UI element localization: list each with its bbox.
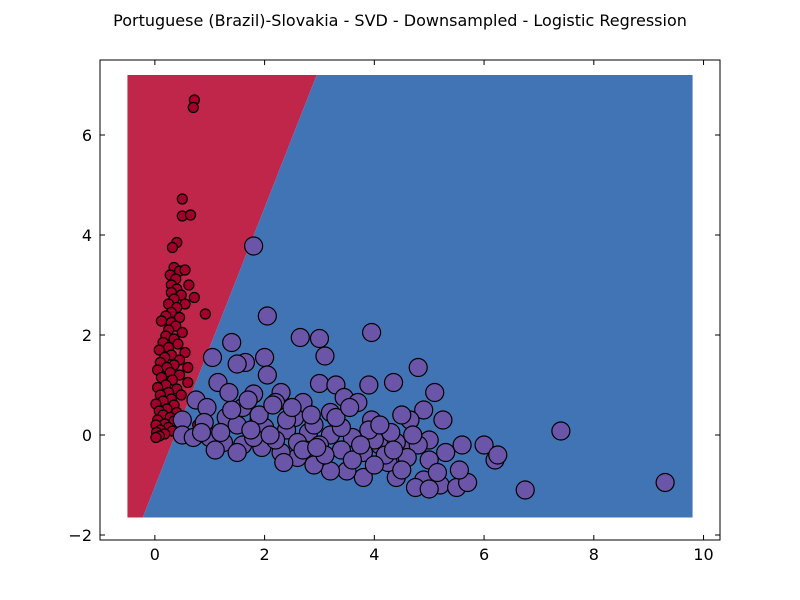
data-point-series-0 [187, 101, 199, 114]
data-point-series-1 [515, 480, 535, 500]
data-point-series-0 [153, 344, 165, 356]
data-point-series-1 [433, 410, 453, 430]
data-point-series-0 [199, 308, 211, 320]
x-tick-label: 10 [693, 545, 713, 564]
x-tick-label: 6 [479, 545, 489, 564]
data-point-series-0 [182, 361, 194, 374]
y-tick-label: −2 [68, 526, 92, 545]
data-point-series-1 [351, 435, 371, 455]
data-point-series-1 [551, 421, 571, 441]
data-point-series-0 [175, 389, 187, 401]
data-point-series-1 [392, 405, 412, 425]
data-point-series-1 [655, 472, 675, 493]
data-point-series-1 [414, 400, 434, 420]
data-point-series-1 [191, 422, 212, 443]
x-axis: 0 2 4 6 8 10 [150, 60, 714, 564]
data-point-series-1 [309, 328, 330, 349]
data-point-series-1 [383, 440, 404, 460]
data-point-series-1 [474, 435, 494, 455]
x-tick-label: 0 [150, 545, 160, 564]
y-tick-label: 6 [82, 126, 92, 145]
data-point-series-1 [222, 332, 242, 353]
data-point-series-1 [257, 306, 277, 326]
data-point-series-0 [183, 279, 195, 291]
data-point-series-1 [449, 460, 469, 480]
data-point-series-0 [179, 264, 191, 276]
data-point-series-1 [436, 442, 456, 463]
data-point-series-1 [340, 397, 360, 418]
data-point-series-0 [166, 241, 179, 254]
scatter-points [150, 94, 675, 500]
data-point-series-1 [320, 461, 341, 481]
data-point-series-1 [361, 322, 382, 343]
x-tick-label: 4 [369, 545, 379, 564]
y-tick-label: 2 [82, 326, 92, 345]
data-point-series-1 [219, 382, 239, 403]
y-axis: −2 0 2 4 6 [68, 126, 720, 545]
data-point-series-1 [249, 405, 269, 425]
data-point-series-1 [408, 357, 428, 378]
data-point-series-0 [179, 346, 191, 359]
data-point-series-1 [227, 442, 247, 463]
data-point-series-1 [392, 460, 412, 480]
data-point-series-1 [290, 327, 310, 348]
data-point-series-1 [488, 445, 508, 465]
data-point-series-1 [383, 372, 404, 393]
data-point-series-1 [326, 407, 346, 428]
data-point-series-1 [342, 450, 362, 470]
data-point-series-1 [282, 397, 302, 418]
data-point-series-1 [263, 395, 283, 415]
data-point-series-1 [364, 455, 384, 475]
chart-title: Portuguese (Brazil)-Slovakia - SVD - Dow… [113, 11, 687, 30]
data-point-series-1 [241, 420, 261, 440]
data-point-series-0 [182, 376, 194, 389]
data-point-series-1 [222, 400, 242, 420]
data-point-series-1 [403, 425, 423, 445]
data-point-series-1 [353, 467, 373, 488]
data-point-series-0 [188, 291, 200, 304]
data-point-series-1 [257, 365, 277, 385]
y-tick-label: 0 [82, 426, 92, 445]
data-point-series-1 [315, 346, 335, 366]
plot-frame [99, 59, 721, 541]
data-point-series-1 [211, 422, 231, 443]
data-point-series-1 [370, 415, 390, 435]
plot-area [99, 59, 721, 541]
data-point-series-0 [176, 193, 188, 205]
data-point-series-1 [309, 373, 330, 394]
data-point-series-1 [260, 425, 280, 445]
data-point-series-0 [155, 315, 168, 327]
data-point-series-0 [150, 431, 162, 444]
data-point-series-0 [172, 338, 184, 350]
data-point-series-1 [274, 452, 294, 473]
data-point-series-1 [238, 390, 258, 410]
data-point-series-1 [301, 405, 321, 425]
y-tick-label: 4 [82, 226, 92, 245]
data-point-series-1 [202, 347, 223, 368]
data-point-series-0 [176, 326, 188, 339]
x-tick-label: 2 [260, 545, 270, 564]
data-point-series-1 [307, 437, 327, 458]
data-point-series-1 [452, 435, 472, 455]
data-point-series-1 [244, 236, 264, 256]
data-point-series-1 [255, 347, 275, 368]
x-tick-label: 8 [589, 545, 599, 564]
data-point-series-1 [359, 375, 379, 395]
data-point-series-0 [184, 209, 197, 221]
data-point-series-1 [427, 462, 448, 483]
data-point-series-1 [419, 479, 439, 499]
data-point-series-1 [425, 382, 445, 403]
data-point-series-1 [205, 440, 225, 460]
data-point-series-1 [227, 354, 247, 374]
